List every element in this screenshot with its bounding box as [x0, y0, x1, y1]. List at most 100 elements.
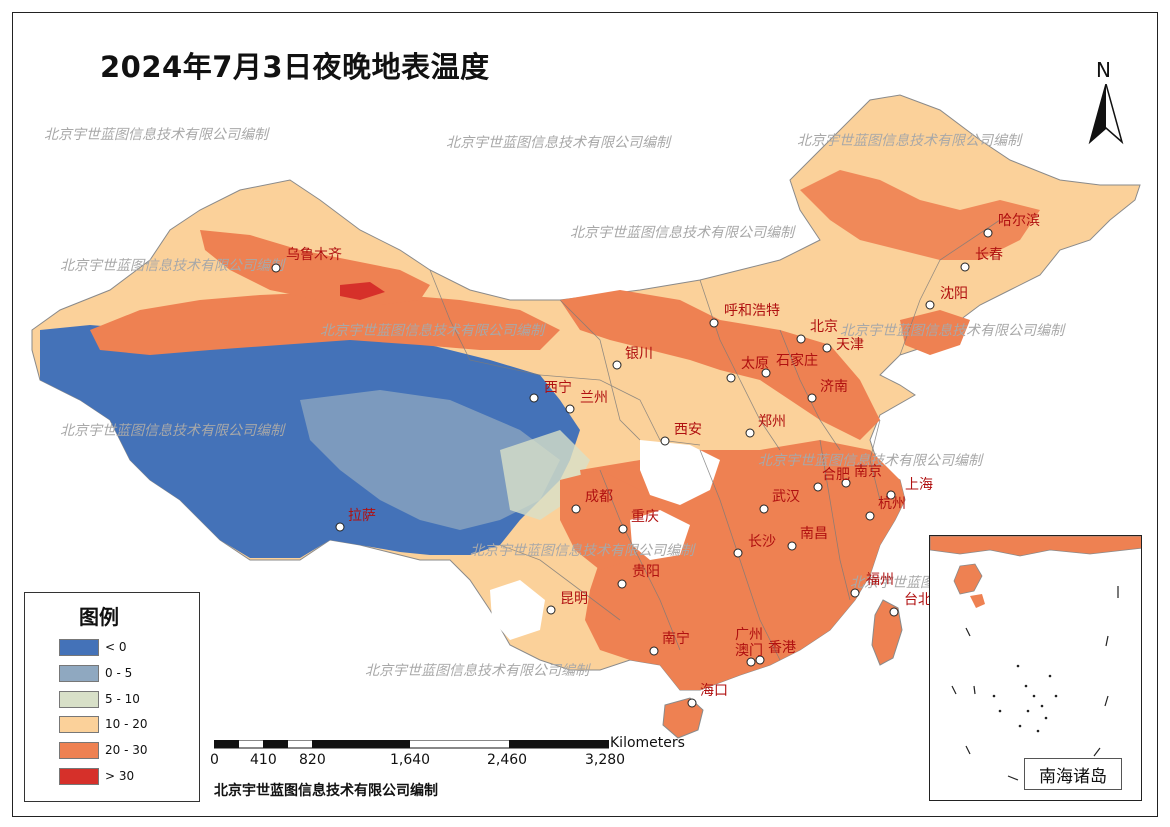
city-marker	[649, 646, 659, 656]
city-marker	[841, 478, 851, 488]
city-label: 海口	[700, 683, 728, 699]
city-label: 杭州	[878, 496, 906, 512]
legend-label: 10 - 20	[105, 717, 148, 731]
central-cloud-gap	[640, 440, 720, 505]
legend-swatch	[59, 767, 99, 785]
city-marker	[571, 504, 581, 514]
northeast-warm-zone	[800, 170, 1040, 260]
city-marker	[745, 428, 755, 438]
watermark: 北京宇世蓝图信息技术有限公司编制	[797, 133, 1021, 149]
city-label: 福州	[866, 572, 894, 588]
city-label: 天津	[836, 337, 864, 353]
city-label: 长春	[975, 247, 1003, 263]
city-label: 重庆	[631, 509, 659, 525]
city-marker	[529, 393, 539, 403]
turpan-hot-spot	[340, 282, 385, 300]
liaoning-warm-zone	[900, 310, 970, 355]
legend-swatch	[59, 741, 99, 759]
legend-label: < 0	[105, 640, 127, 654]
inset-label: 南海诸岛	[1024, 758, 1122, 790]
map-title: 2024年7月3日夜晚地表温度	[100, 50, 490, 84]
tarim-warm-zone	[90, 292, 560, 355]
city-marker	[759, 504, 769, 514]
scale-tick: 410	[250, 752, 277, 768]
city-marker	[813, 482, 823, 492]
legend-label: 5 - 10	[105, 692, 140, 706]
city-marker	[660, 436, 670, 446]
city-marker	[925, 300, 935, 310]
city-label: 兰州	[580, 390, 608, 406]
city-label: 郑州	[758, 414, 786, 430]
city-marker	[618, 524, 628, 534]
legend-item: < 0	[59, 637, 127, 657]
watermark: 北京宇世蓝图信息技术有限公司编制	[470, 543, 694, 559]
scale-tick: 1,640	[390, 752, 431, 768]
legend-swatch	[59, 664, 99, 682]
city-marker	[983, 228, 993, 238]
scale-tick: 2,460	[487, 752, 528, 768]
city-label: 南京	[854, 464, 882, 480]
city-label: 武汉	[772, 489, 800, 505]
city-marker	[889, 607, 899, 617]
city-marker	[807, 393, 817, 403]
legend-swatch	[59, 638, 99, 656]
city-label: 台北	[904, 592, 932, 608]
city-label: 广州	[735, 627, 763, 643]
city-label: 银川	[625, 346, 653, 362]
city-marker	[726, 373, 736, 383]
watermark: 北京宇世蓝图信息技术有限公司编制	[840, 323, 1064, 339]
watermark: 北京宇世蓝图信息技术有限公司编制	[570, 225, 794, 241]
city-marker	[612, 360, 622, 370]
legend-label: 20 - 30	[105, 743, 148, 757]
legend: 图例 < 0 0 - 5 5 - 10 10 - 20 20 - 30 > 30	[24, 592, 200, 802]
legend-item: 20 - 30	[59, 740, 148, 760]
watermark: 北京宇世蓝图信息技术有限公司编制	[446, 135, 670, 151]
watermark: 北京宇世蓝图信息技术有限公司编制	[60, 423, 284, 439]
city-marker	[796, 334, 806, 344]
city-marker	[746, 657, 756, 667]
city-marker	[960, 262, 970, 272]
city-marker	[755, 655, 765, 665]
credit-text: 北京宇世蓝图信息技术有限公司编制	[214, 783, 438, 799]
legend-title: 图例	[79, 605, 119, 629]
guizhou-cloud-gap	[630, 510, 690, 560]
city-label: 香港	[768, 640, 796, 656]
legend-swatch	[59, 715, 99, 733]
city-label: 长沙	[748, 534, 776, 550]
watermark: 北京宇世蓝图信息技术有限公司编制	[320, 323, 544, 339]
yunnan-cloud-gap	[490, 580, 545, 640]
hainan-island	[662, 697, 704, 739]
scale-unit: Kilometers	[610, 735, 685, 751]
watermark: 北京宇世蓝图信息技术有限公司编制	[758, 453, 982, 469]
legend-item: 0 - 5	[59, 663, 132, 683]
city-marker	[565, 404, 575, 414]
inset-map	[930, 536, 1141, 787]
city-label: 沈阳	[940, 286, 968, 302]
city-label: 石家庄	[776, 353, 818, 369]
city-marker	[709, 318, 719, 328]
city-marker	[271, 263, 281, 273]
legend-swatch	[59, 690, 99, 708]
city-label: 济南	[820, 379, 848, 395]
city-label: 北京	[810, 319, 838, 335]
city-label: 南昌	[800, 526, 828, 542]
legend-item: > 30	[59, 766, 134, 786]
legend-item: 10 - 20	[59, 714, 148, 734]
city-marker	[687, 698, 697, 708]
city-label: 太原	[741, 356, 769, 372]
city-marker	[822, 343, 832, 353]
city-marker	[787, 541, 797, 551]
legend-item: 5 - 10	[59, 689, 140, 709]
city-label: 哈尔滨	[998, 213, 1040, 229]
city-marker	[546, 605, 556, 615]
legend-label: > 30	[105, 769, 135, 783]
city-label: 上海	[905, 477, 933, 493]
north-label: N	[1096, 58, 1111, 82]
north-warm-zone	[560, 290, 880, 440]
watermark: 北京宇世蓝图信息技术有限公司编制	[365, 663, 589, 679]
watermark: 北京宇世蓝图信息技术有限公司编制	[60, 258, 284, 274]
sichuan-warm-zone	[560, 470, 650, 570]
city-label: 西宁	[544, 380, 572, 396]
